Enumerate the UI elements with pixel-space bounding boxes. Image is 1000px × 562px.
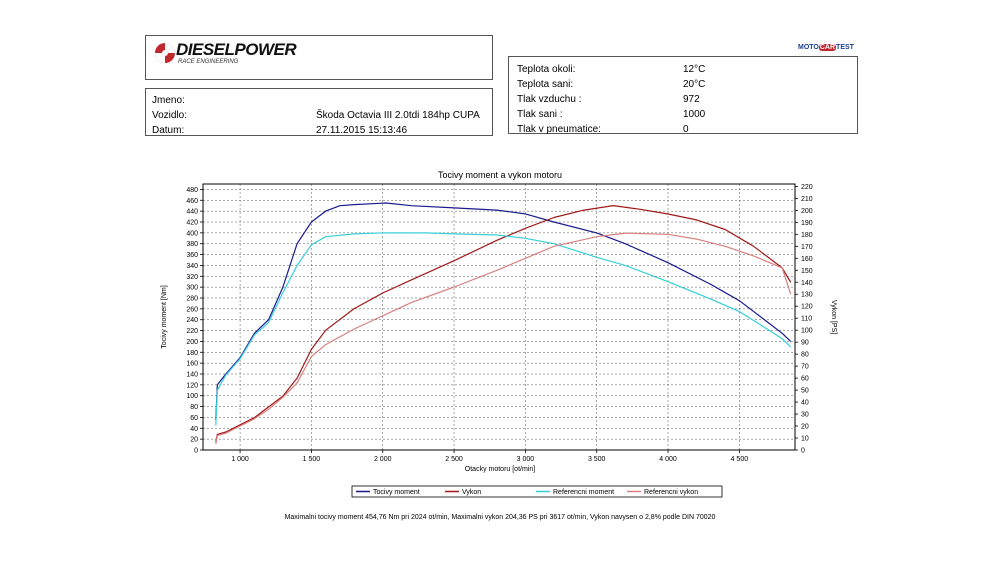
y-tick-label-left: 380: [186, 241, 198, 248]
y-tick-label-left: 360: [186, 252, 198, 259]
chart-title: Tocivy moment a vykon motoru: [438, 170, 562, 180]
y-tick-label-left: 300: [186, 285, 198, 292]
y-tick-label-left: 140: [186, 372, 198, 379]
date-label: Datum:: [152, 125, 185, 136]
y-tick-label-left: 280: [186, 296, 198, 303]
y-tick-label-right: 40: [801, 400, 809, 407]
torque-line: [215, 202, 792, 421]
y-tick-label-right: 50: [801, 388, 809, 395]
ref-torque-line: [215, 232, 792, 426]
y-tick-label-left: 260: [186, 306, 198, 313]
x-tick-label: 4 000: [659, 456, 677, 463]
y-tick-label-right: 110: [801, 316, 812, 323]
x-axis-label: Otacky motoru [ot/min]: [465, 466, 535, 473]
y-tick-label-right: 180: [801, 232, 813, 239]
footer-summary: Maximalni tocivy moment 454,76 Nm pri 20…: [284, 514, 716, 521]
car-label: Vozidlo:: [152, 110, 188, 121]
y-tick-label-right: 10: [801, 436, 809, 443]
y-tick-label-right: 100: [801, 328, 813, 335]
y-tick-label-left: 20: [190, 437, 198, 444]
cond-label-tire-pressure: Tlak v pneumatice:: [517, 124, 601, 135]
y-axis-label-left: Tocivy moment [Nm]: [161, 285, 168, 348]
y-tick-label-left: 220: [186, 328, 198, 335]
y-tick-label-left: 400: [186, 230, 198, 237]
ref-power-line: [215, 232, 792, 445]
brand-name: DIESELPOWER: [176, 40, 297, 59]
cond-value-ambient-temp: 12°C: [683, 64, 706, 75]
date-value: 27.11.2015 15:13:46: [316, 125, 408, 136]
axis-layer: 0204060801001201401601802002202402602803…: [186, 184, 812, 463]
y-tick-label-left: 60: [190, 415, 198, 422]
y-tick-label-left: 180: [186, 350, 198, 357]
y-tick-label-left: 460: [186, 198, 198, 205]
y-tick-label-right: 90: [801, 340, 809, 347]
cond-label-air-pressure: Tlak vzduchu :: [517, 94, 582, 105]
chart-legend: Tocivy moment Vykon Referencni moment Refer…: [351, 485, 723, 498]
motocartest-logo: MOTOCARTEST: [798, 44, 854, 51]
y-tick-label-right: 30: [801, 412, 809, 419]
y-tick-label-left: 100: [186, 393, 198, 400]
y-tick-label-right: 150: [801, 268, 813, 275]
y-tick-label-left: 200: [186, 339, 198, 346]
dieselpower-logo-icon: [155, 43, 175, 63]
y-tick-label-right: 130: [801, 292, 813, 299]
grid-layer: [203, 184, 795, 451]
x-tick-label: 1 500: [303, 456, 321, 463]
x-tick-label: 1 000: [231, 456, 249, 463]
y-tick-label-left: 80: [190, 404, 198, 411]
y-axis-label-right: Vykon [PS]: [830, 300, 837, 334]
x-tick-label: 4 500: [731, 456, 749, 463]
y-tick-label-right: 170: [801, 244, 813, 251]
conditions-box: Teplota okoli: 12°C Teplota sani: 20°C T…: [508, 56, 858, 135]
y-tick-label-right: 20: [801, 424, 809, 431]
legend-label: Vykon: [462, 489, 481, 496]
y-tick-label-right: 220: [801, 184, 813, 191]
x-tick-label: 3 500: [588, 456, 606, 463]
y-tick-label-left: 340: [186, 263, 198, 270]
vehicle-info-box: Jmeno: Vozidlo: Škoda Octavia III 2.0tdi…: [145, 88, 493, 136]
legend-label: Tocivy moment: [373, 489, 420, 496]
y-tick-label-left: 120: [186, 382, 198, 389]
cond-label-intake-temp: Teplota sani:: [517, 79, 574, 90]
y-tick-label-right: 80: [801, 352, 809, 359]
y-tick-label-right: 60: [801, 376, 809, 383]
x-tick-label: 2 500: [445, 456, 463, 463]
y-tick-label-left: 420: [186, 220, 198, 227]
y-tick-label-right: 190: [801, 220, 813, 227]
x-tick-label: 2 000: [374, 456, 392, 463]
y-tick-label-right: 140: [801, 280, 813, 287]
y-tick-label-left: 480: [186, 187, 198, 194]
y-tick-label-left: 160: [186, 361, 198, 368]
brand-subtitle: RACE ENGINEERING: [178, 59, 239, 65]
y-tick-label-left: 320: [186, 274, 198, 281]
y-tick-label-left: 0: [194, 448, 198, 455]
legend-label: Referencni vykon: [644, 489, 698, 496]
y-tick-label-left: 40: [190, 426, 198, 433]
y-tick-label-right: 0: [801, 448, 805, 455]
legend-label: Referencni moment: [553, 489, 614, 496]
y-tick-label-right: 210: [801, 196, 813, 203]
cond-value-tire-pressure: 0: [683, 124, 689, 135]
y-tick-label-left: 240: [186, 317, 198, 324]
header-logo-box: DIESELPOWER RACE ENGINEERING: [145, 35, 493, 80]
cond-value-air-pressure: 972: [683, 94, 700, 105]
cond-value-intake-pressure: 1000: [683, 109, 706, 120]
series-layer: [215, 202, 792, 445]
y-tick-label-left: 440: [186, 209, 198, 216]
y-tick-label-right: 120: [801, 304, 813, 311]
x-tick-label: 3 000: [517, 456, 535, 463]
power-line: [215, 205, 792, 442]
cond-label-ambient-temp: Teplota okoli:: [517, 64, 576, 75]
cond-label-intake-pressure: Tlak sani :: [517, 109, 563, 120]
y-tick-label-right: 200: [801, 208, 813, 215]
car-value: Škoda Octavia III 2.0tdi 184hp CUPA: [316, 110, 480, 121]
cond-value-intake-temp: 20°C: [683, 79, 706, 90]
name-label: Jmeno:: [152, 95, 185, 106]
y-tick-label-right: 160: [801, 256, 813, 263]
plot-area-frame: [202, 183, 796, 451]
y-tick-label-right: 70: [801, 364, 809, 371]
